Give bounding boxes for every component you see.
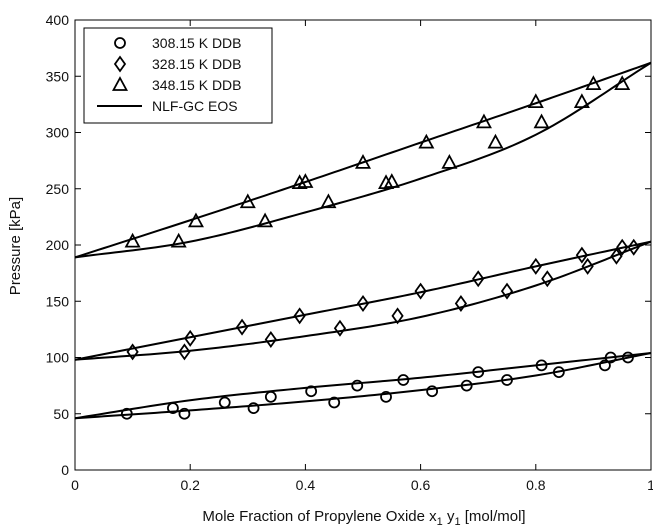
model-curve-line [74,61,652,259]
data-point-308k [426,385,439,398]
data-point-328k [391,307,404,325]
data-point-308k [351,379,364,392]
data-point-328k [581,257,594,275]
y-tick-label: 350 [46,68,70,84]
data-point-348k [614,75,631,91]
data-markers [120,75,640,420]
y-tick-label: 150 [46,293,70,309]
data-point-348k [354,153,372,169]
data-point-328k [529,257,542,275]
legend-label: 328.15 K DDB [152,56,242,72]
data-point-328k [356,294,370,313]
data-point-308k [120,407,133,420]
data-point-328k [627,238,640,256]
data-point-348k [418,133,435,149]
data-point-308k [305,385,318,398]
data-point-328k [610,247,623,265]
x-tick-label: 0.6 [411,477,431,493]
data-point-348k [475,113,492,129]
data-point-328k [414,282,427,300]
data-point-348k [383,173,400,188]
data-point-328k [472,270,485,288]
data-point-348k [124,232,141,248]
legend-label: NLF-GC EOS [152,98,238,114]
y-tick-label: 400 [46,12,70,28]
y-tick-label: 0 [61,462,69,478]
data-point-348k [239,193,256,209]
data-point-308k [397,374,410,386]
legend-marker-circle [114,37,126,49]
legend-marker-triangle [111,76,129,91]
axis-ticks: 0 0.2 0.4 0.6 0.8 1 0 50 100 150 200 250 300 350 400 [46,12,653,493]
x-tick-label: 1 [647,477,653,493]
data-point-328k [333,319,347,337]
data-point-328k [500,282,514,300]
x-tick-label: 0 [71,477,79,493]
y-tick-label: 300 [46,125,70,141]
data-point-328k [616,238,629,256]
data-point-348k [533,113,550,129]
data-point-328k [178,343,191,361]
y-tick-label: 250 [46,181,70,197]
data-point-328k [454,294,468,313]
data-point-308k [472,366,485,379]
y-tick-label: 50 [53,406,69,422]
model-curves [74,61,652,420]
data-point-308k [178,407,191,420]
data-point-308k [167,402,179,415]
x-axis-label: Mole Fraction of Propylene Oxide x1 y1 [… [202,508,525,528]
data-point-308k [380,390,392,403]
data-point-328k [126,343,139,361]
data-point-348k [441,153,458,169]
data-point-348k [527,93,544,109]
data-point-348k [573,93,590,109]
legend-label: 348.15 K DDB [152,77,242,93]
model-curve-line [74,352,652,420]
data-point-348k [187,212,204,228]
data-point-328k [235,318,249,336]
data-point-328k [184,329,197,347]
data-point-328k [264,330,277,349]
data-point-308k [328,396,341,409]
data-point-348k [291,174,308,190]
data-point-308k [264,390,277,403]
model-curve-line [74,240,652,361]
data-point-328k [575,246,588,264]
data-point-308k [599,359,611,372]
x-tick-label: 0.4 [296,477,316,493]
data-point-348k [170,232,187,248]
data-point-348k [585,75,602,91]
data-point-308k [501,374,513,386]
data-point-348k [487,133,504,149]
data-point-348k [320,193,337,209]
x-tick-label: 0.2 [180,477,200,493]
data-point-308k [622,351,634,364]
data-point-308k [247,402,260,415]
x-tick-label: 0.8 [526,477,546,493]
data-point-348k [378,174,395,190]
legend-marker-diamond [113,55,127,73]
data-point-328k [541,270,554,288]
data-point-308k [218,396,231,409]
y-tick-label: 100 [46,350,70,366]
data-point-308k [604,351,617,364]
data-point-308k [535,359,548,372]
legend-label: 308.15 K DDB [152,35,242,51]
model-curve-line [74,240,652,361]
y-axis-label: Pressure [kPa] [7,197,24,295]
data-point-308k [460,379,473,392]
legend: 308.15 K DDB 328.15 K DDB 348.15 K DDB NLF-… [83,27,273,124]
data-point-348k [297,173,314,188]
data-point-308k [552,366,565,379]
y-tick-label: 200 [46,237,70,253]
data-point-348k [257,212,274,228]
data-point-328k [293,307,306,325]
model-curve-line [74,61,652,259]
